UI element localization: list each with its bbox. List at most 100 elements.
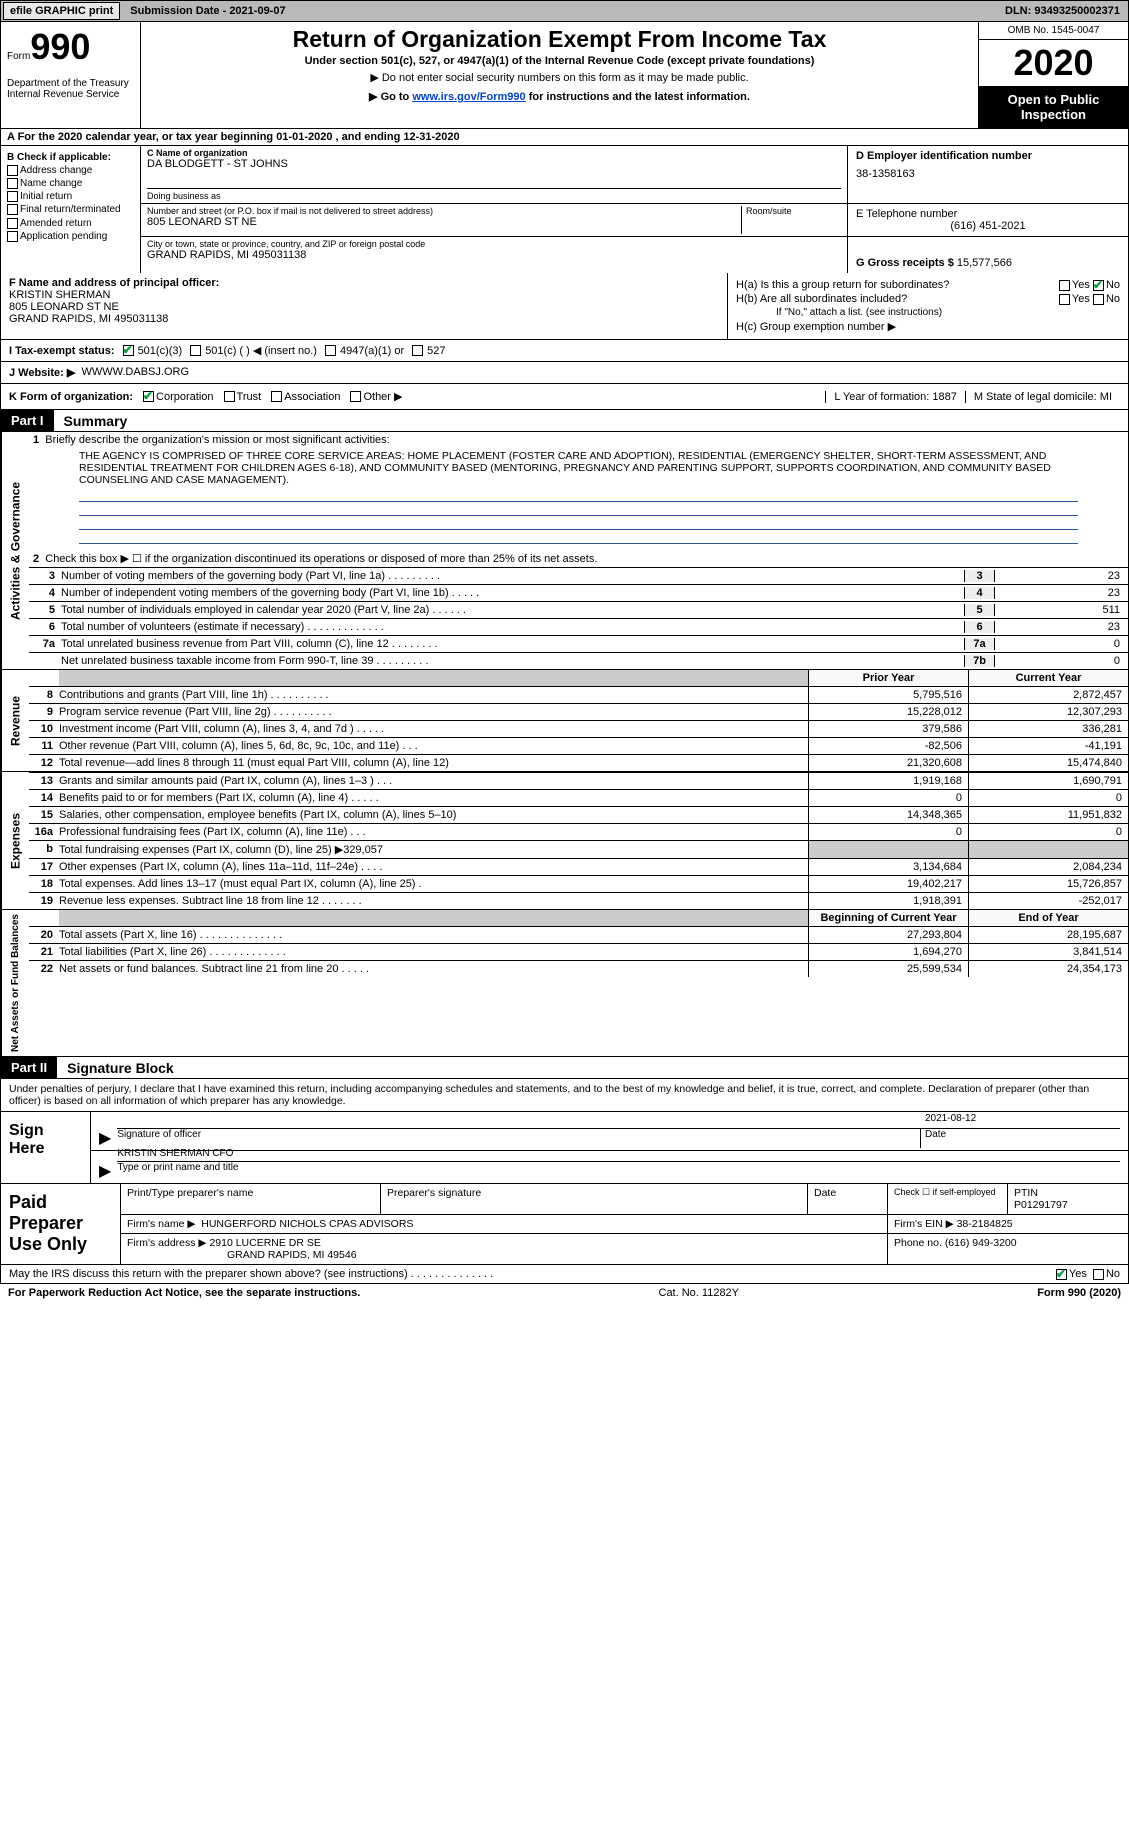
chk-address[interactable]	[7, 165, 18, 176]
dba-label: Doing business as	[147, 188, 841, 201]
city-label: City or town, state or province, country…	[147, 239, 841, 249]
exp-line: 16aProfessional fundraising fees (Part I…	[29, 823, 1128, 840]
cat-no: Cat. No. 11282Y	[360, 1287, 1037, 1299]
dln-label: DLN: 93493250002371	[997, 3, 1128, 19]
exp-line: 15Salaries, other compensation, employee…	[29, 806, 1128, 823]
page-footer: For Paperwork Reduction Act Notice, see …	[0, 1284, 1129, 1302]
subtitle-3: ▶ Go to www.irs.gov/Form990 for instruct…	[145, 90, 974, 103]
row-a: A For the 2020 calendar year, or tax yea…	[0, 129, 1129, 146]
form-ref: Form 990 (2020)	[1037, 1287, 1121, 1299]
gov-line: 3Number of voting members of the governi…	[29, 567, 1128, 584]
hdr-prior: Prior Year	[808, 670, 968, 686]
gross-label: G Gross receipts $	[856, 257, 957, 269]
sign-here-label: Sign Here	[1, 1112, 91, 1183]
chk-4947[interactable]	[325, 345, 336, 356]
firm-addr1: 2910 LUCERNE DR SE	[209, 1237, 320, 1249]
chk-name[interactable]	[7, 178, 18, 189]
hb-yes[interactable]	[1059, 294, 1070, 305]
discuss-yes[interactable]	[1056, 1269, 1067, 1280]
irs-link[interactable]: www.irs.gov/Form990	[412, 91, 525, 103]
ha-yes[interactable]	[1059, 280, 1070, 291]
gov-section: Activities & Governance 1 Briefly descri…	[0, 432, 1129, 670]
addr-label: Number and street (or P.O. box if mail i…	[147, 206, 741, 216]
exp-line: 18Total expenses. Add lines 13–17 (must …	[29, 875, 1128, 892]
mission-text: THE AGENCY IS COMPRISED OF THREE CORE SE…	[29, 448, 1128, 488]
c-name-label: C Name of organization	[147, 148, 841, 158]
chk-corp[interactable]	[143, 391, 154, 402]
hb-label: H(b) Are all subordinates included?	[736, 293, 907, 305]
firm-name: HUNGERFORD NICHOLS CPAS ADVISORS	[201, 1218, 413, 1230]
submission-date: Submission Date - 2021-09-07	[122, 3, 293, 19]
arrow-icon: ▶	[99, 1128, 111, 1148]
rev-tab: Revenue	[1, 670, 29, 771]
website-value: WWWW.DABSJ.ORG	[81, 366, 189, 379]
sig-date: 2021-08-12	[925, 1113, 976, 1124]
form-label: Form	[7, 51, 30, 62]
top-toolbar: efile GRAPHIC print Submission Date - 20…	[0, 0, 1129, 22]
ptin-label: PTIN	[1014, 1187, 1122, 1199]
chk-501c[interactable]	[190, 345, 201, 356]
chk-initial[interactable]	[7, 191, 18, 202]
gross-value: 15,577,566	[957, 257, 1012, 269]
efile-button[interactable]: efile GRAPHIC print	[3, 2, 120, 20]
gov-tab: Activities & Governance	[1, 432, 29, 669]
chk-amended[interactable]	[7, 218, 18, 229]
exp-line: 13Grants and similar amounts paid (Part …	[29, 772, 1128, 789]
prep-name-hdr: Print/Type preparer's name	[121, 1184, 381, 1214]
exp-line: 17Other expenses (Part IX, column (A), l…	[29, 858, 1128, 875]
hb-note: If "No," attach a list. (see instruction…	[736, 307, 1120, 318]
firm-ein: 38-2184825	[957, 1218, 1013, 1230]
officer-addr2: GRAND RAPIDS, MI 495031138	[9, 313, 719, 325]
f-label: F Name and address of principal officer:	[9, 277, 719, 289]
gov-line: 5Total number of individuals employed in…	[29, 601, 1128, 618]
hdr-end: End of Year	[968, 910, 1128, 926]
org-name: DA BLODGETT - ST JOHNS	[147, 158, 841, 170]
signature-block: Under penalties of perjury, I declare th…	[0, 1079, 1129, 1265]
exp-line: bTotal fundraising expenses (Part IX, co…	[29, 840, 1128, 858]
paid-preparer-label: Paid Preparer Use Only	[1, 1184, 121, 1264]
open-inspection: Open to Public Inspection	[979, 86, 1128, 128]
chk-501c3[interactable]	[123, 345, 134, 356]
exp-line: 14Benefits paid to or for members (Part …	[29, 789, 1128, 806]
addr-value: 805 LEONARD ST NE	[147, 216, 741, 228]
row-j: J Website: ▶ WWWW.DABSJ.ORG	[0, 362, 1129, 384]
hb-no[interactable]	[1093, 294, 1104, 305]
year-formation: L Year of formation: 1887	[825, 391, 965, 403]
hdr-beg: Beginning of Current Year	[808, 910, 968, 926]
net-section: Net Assets or Fund Balances Beginning of…	[0, 910, 1129, 1057]
chk-other[interactable]	[350, 391, 361, 402]
form-number: 990	[30, 26, 90, 67]
section-bcd: B Check if applicable: Address change Na…	[0, 146, 1129, 273]
part1-header: Part I Summary	[0, 410, 1129, 432]
name-title-label: Type or print name and title	[117, 1162, 238, 1173]
phone-label: E Telephone number	[856, 208, 1120, 220]
ptin-value: P01291797	[1014, 1199, 1122, 1211]
state-domicile: M State of legal domicile: MI	[965, 391, 1120, 403]
exp-line: 19Revenue less expenses. Subtract line 1…	[29, 892, 1128, 909]
paperwork-notice: For Paperwork Reduction Act Notice, see …	[8, 1287, 360, 1299]
row-k: K Form of organization: Corporation Trus…	[0, 384, 1129, 410]
chk-assoc[interactable]	[271, 391, 282, 402]
chk-trust[interactable]	[224, 391, 235, 402]
ha-no[interactable]	[1093, 280, 1104, 291]
gov-line: 4Number of independent voting members of…	[29, 584, 1128, 601]
discuss-no[interactable]	[1093, 1269, 1104, 1280]
arrow-icon: ▶	[99, 1161, 111, 1181]
rev-line: 8Contributions and grants (Part VIII, li…	[29, 686, 1128, 703]
subtitle-2: ▶ Do not enter social security numbers o…	[145, 71, 974, 84]
officer-name: KRISTIN SHERMAN	[9, 289, 719, 301]
officer-sig-name: KRISTIN SHERMAN CFO	[117, 1148, 233, 1159]
hdr-curr: Current Year	[968, 670, 1128, 686]
discuss-row: May the IRS discuss this return with the…	[0, 1265, 1129, 1284]
chk-pending[interactable]	[7, 231, 18, 242]
chk-527[interactable]	[412, 345, 423, 356]
rev-section: Revenue Prior YearCurrent Year 8Contribu…	[0, 670, 1129, 772]
phone-value: (616) 451-2021	[856, 220, 1120, 232]
firm-phone: (616) 949-3200	[945, 1237, 1017, 1249]
hc-label: H(c) Group exemption number ▶	[736, 320, 896, 333]
net-tab: Net Assets or Fund Balances	[1, 910, 29, 1056]
chk-final[interactable]	[7, 204, 18, 215]
rev-line: 12Total revenue—add lines 8 through 11 (…	[29, 754, 1128, 771]
tax-year: 2020	[979, 40, 1128, 86]
sig-intro: Under penalties of perjury, I declare th…	[1, 1079, 1128, 1111]
